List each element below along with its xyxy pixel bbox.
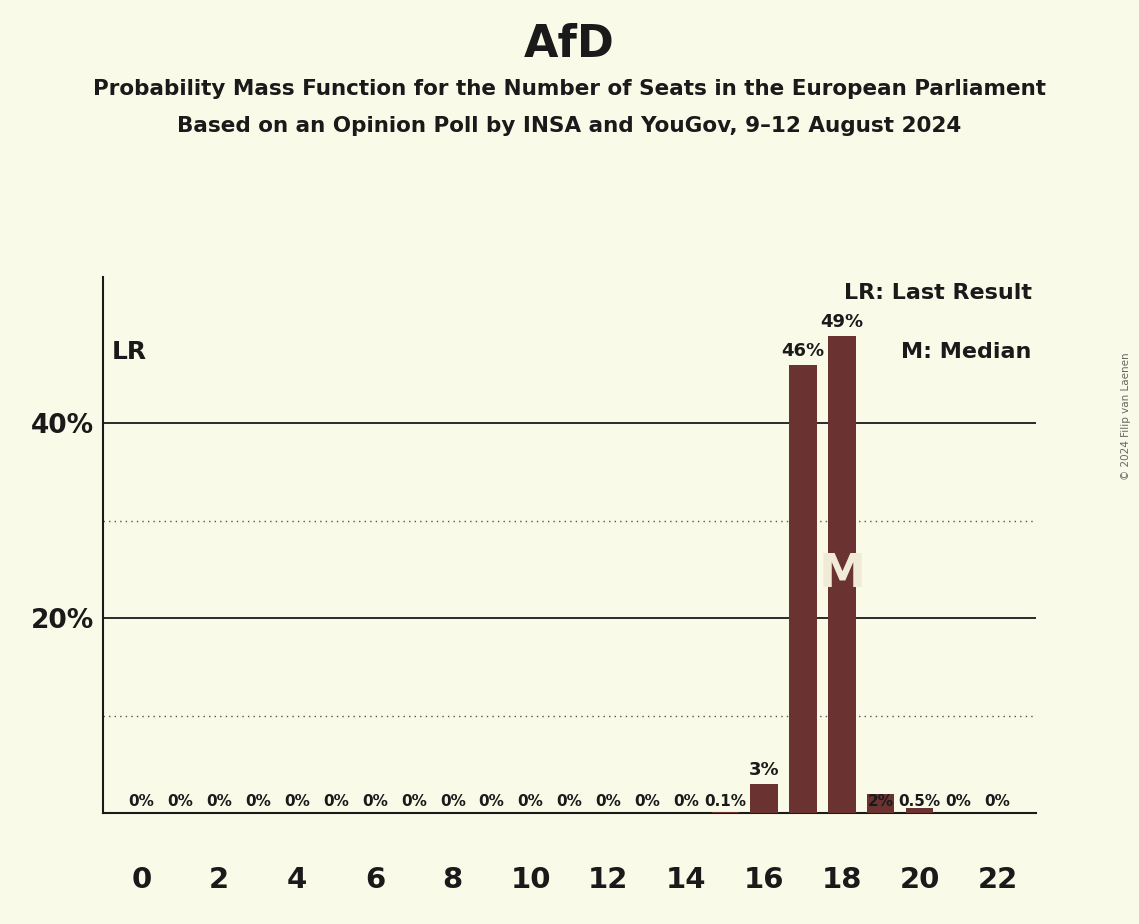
- Bar: [712, 812, 739, 813]
- Bar: [907, 808, 933, 813]
- Bar: [828, 335, 855, 813]
- Text: M: M: [819, 552, 866, 597]
- Text: 0%: 0%: [478, 795, 505, 809]
- Text: 0%: 0%: [984, 795, 1010, 809]
- Text: 0%: 0%: [401, 795, 427, 809]
- Text: 3%: 3%: [748, 761, 779, 779]
- Text: 49%: 49%: [820, 313, 863, 331]
- Text: 0%: 0%: [129, 795, 155, 809]
- Text: © 2024 Filip van Laenen: © 2024 Filip van Laenen: [1121, 352, 1131, 480]
- Text: 0.1%: 0.1%: [704, 795, 746, 809]
- Text: Probability Mass Function for the Number of Seats in the European Parliament: Probability Mass Function for the Number…: [93, 79, 1046, 99]
- Text: 0%: 0%: [517, 795, 543, 809]
- Bar: [751, 784, 778, 813]
- Text: 0%: 0%: [167, 795, 194, 809]
- Bar: [867, 794, 894, 813]
- Text: 0%: 0%: [557, 795, 582, 809]
- Text: AfD: AfD: [524, 23, 615, 67]
- Text: LR: Last Result: LR: Last Result: [844, 283, 1032, 302]
- Text: LR: LR: [112, 340, 147, 364]
- Text: 0%: 0%: [440, 795, 466, 809]
- Text: 0%: 0%: [362, 795, 388, 809]
- Text: 46%: 46%: [781, 342, 825, 360]
- Text: 0%: 0%: [596, 795, 622, 809]
- Text: M: Median: M: Median: [901, 342, 1032, 361]
- Text: 0%: 0%: [284, 795, 310, 809]
- Text: 0%: 0%: [945, 795, 972, 809]
- Text: 0%: 0%: [245, 795, 271, 809]
- Text: 0%: 0%: [673, 795, 699, 809]
- Text: 0%: 0%: [634, 795, 661, 809]
- Text: 0.5%: 0.5%: [899, 795, 941, 809]
- Bar: [789, 365, 817, 813]
- Text: 0%: 0%: [323, 795, 349, 809]
- Text: 2%: 2%: [868, 795, 894, 809]
- Text: 0%: 0%: [206, 795, 232, 809]
- Text: Based on an Opinion Poll by INSA and YouGov, 9–12 August 2024: Based on an Opinion Poll by INSA and You…: [178, 116, 961, 136]
